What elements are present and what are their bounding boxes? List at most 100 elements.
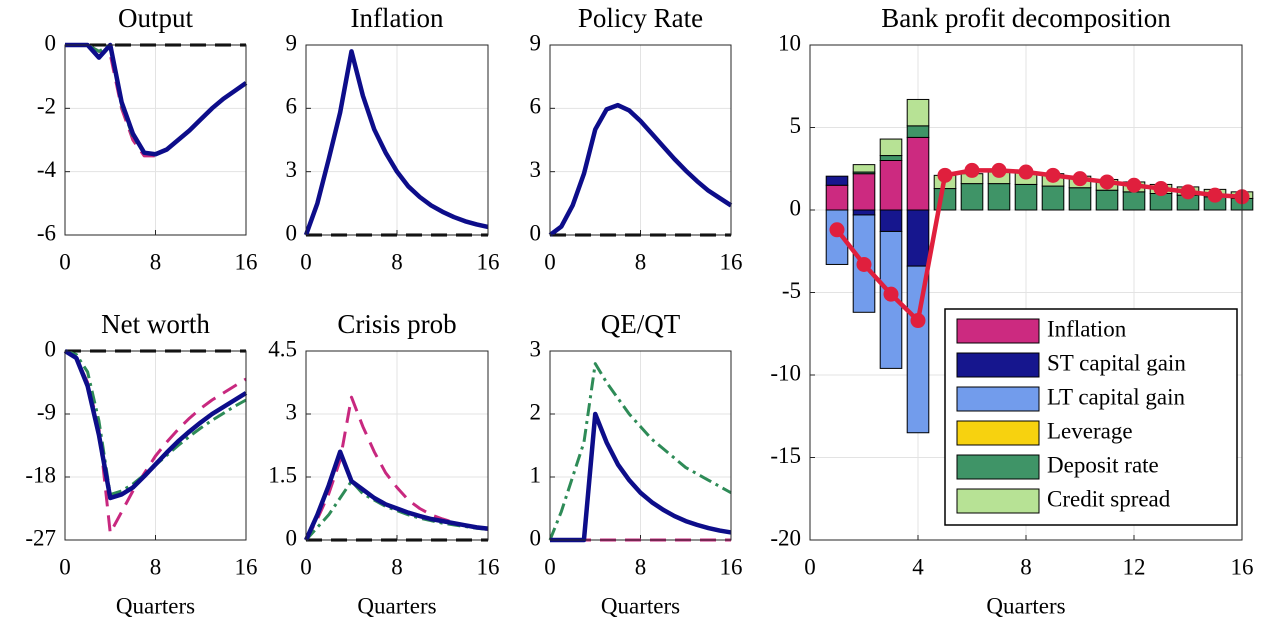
total-point: [1207, 187, 1223, 203]
x-tick-label: 0: [59, 554, 71, 579]
y-tick-label: -9: [37, 399, 56, 424]
panel: 0 8 16 0 1.5 3 4.5 Crisis prob Quarters: [268, 309, 499, 618]
x-axis-label: Quarters: [116, 593, 195, 618]
y-tick-label: 2: [530, 399, 542, 424]
series-line: [64, 349, 247, 535]
legend-swatch: [956, 488, 1040, 514]
total-point: [1180, 184, 1196, 200]
chart-title: Net worth: [101, 309, 210, 339]
y-tick-label: 0: [530, 525, 542, 550]
panel: 0 4 8 12 16 -20 -15 -10 -5 0 5 10 Bank profit decomp…: [770, 3, 1253, 618]
bar-segment: [879, 160, 903, 211]
y-tick-label: -10: [770, 360, 801, 385]
x-tick-label: 16: [720, 249, 743, 274]
y-tick-label: 0: [45, 30, 57, 55]
bar-segment: [879, 155, 903, 162]
x-tick-label: 16: [720, 554, 743, 579]
bar-segment: [906, 98, 930, 127]
legend-label: Leverage: [1047, 418, 1133, 443]
total-point: [1018, 164, 1034, 180]
y-tick-label: -20: [770, 525, 801, 550]
x-tick-label: 4: [912, 554, 924, 579]
bar-segment: [1122, 191, 1146, 211]
total-point: [829, 222, 845, 238]
x-tick-label: 0: [544, 554, 556, 579]
x-tick-label: 0: [544, 249, 556, 274]
y-tick-label: -4: [37, 157, 57, 182]
bar-segment: [987, 183, 1011, 211]
x-tick-label: 8: [391, 249, 403, 274]
y-tick-label: 1: [530, 462, 542, 487]
series-line: [63, 349, 248, 501]
total-point: [1099, 174, 1115, 190]
x-tick-label: 8: [150, 554, 162, 579]
x-tick-label: 8: [635, 554, 647, 579]
x-tick-label: 0: [300, 554, 312, 579]
total-point: [991, 162, 1007, 178]
y-tick-label: 4.5: [268, 336, 297, 361]
bar-segment: [852, 209, 876, 216]
bar-segment: [1095, 189, 1119, 211]
bar-segment: [879, 209, 903, 232]
plot-frame: [64, 44, 247, 236]
x-tick-label: 16: [235, 554, 258, 579]
chart-title: Policy Rate: [578, 3, 703, 33]
x-axis-label: Quarters: [357, 593, 436, 618]
legend-label: ST capital gain: [1047, 350, 1186, 375]
series-line: [548, 362, 732, 541]
bar-segment: [852, 173, 876, 211]
bar-segment: [1068, 187, 1092, 211]
y-tick-label: -18: [25, 462, 56, 487]
legend-swatch: [956, 318, 1040, 344]
legend-label: Inflation: [1047, 316, 1127, 341]
y-tick-label: 6: [530, 94, 542, 119]
y-tick-label: 3: [286, 399, 298, 424]
plot-frame: [549, 350, 732, 541]
y-tick-label: 6: [286, 94, 298, 119]
panel: 0 8 16 -6 -4 -2 0 Output: [37, 3, 258, 274]
y-tick-label: 0: [790, 195, 802, 220]
x-tick-label: 8: [635, 249, 647, 274]
x-tick-label: 16: [1231, 554, 1254, 579]
plot-frame: [809, 44, 1243, 541]
legend-label: Credit spread: [1047, 486, 1171, 511]
panel: 0 8 16 0 1 2 3 QE/QT Quarters: [530, 309, 743, 618]
legend-swatch: [956, 386, 1040, 412]
y-tick-label: -15: [770, 443, 801, 468]
x-tick-label: 16: [235, 249, 258, 274]
chart-title: Bank profit decomposition: [881, 3, 1171, 33]
panel: 0 8 16 -27 -18 -9 0 Net worth Quarters: [25, 309, 257, 618]
panel: 0 8 16 0 3 6 9 Inflation: [286, 3, 500, 274]
x-tick-label: 8: [150, 249, 162, 274]
y-tick-label: 0: [530, 220, 542, 245]
series-line: [65, 42, 248, 157]
total-point: [856, 256, 872, 272]
plot-frame: [305, 350, 489, 541]
series-line: [548, 102, 733, 237]
bar-segment: [906, 265, 930, 434]
legend-swatch: [956, 420, 1040, 446]
x-tick-label: 16: [477, 249, 500, 274]
y-tick-label: 3: [530, 336, 542, 361]
x-axis-label: Quarters: [601, 593, 680, 618]
chart-title: Output: [118, 3, 194, 33]
y-tick-label: -6: [37, 220, 56, 245]
x-tick-label: 8: [1020, 554, 1032, 579]
chart-title: Crisis prob: [337, 309, 456, 339]
series-line: [303, 449, 489, 541]
plot-frame: [64, 350, 247, 541]
total-line: [835, 168, 1243, 326]
legend-label: Deposit rate: [1047, 452, 1159, 477]
y-tick-label: 5: [790, 113, 802, 138]
total-point: [1045, 167, 1061, 183]
x-tick-label: 0: [59, 249, 71, 274]
bar-segment: [852, 164, 876, 173]
y-tick-label: 0: [45, 336, 57, 361]
bar-segment: [879, 138, 903, 157]
x-tick-label: 0: [804, 554, 816, 579]
x-tick-label: 12: [1123, 554, 1146, 579]
y-tick-label: 3: [286, 157, 298, 182]
plot-frame: [549, 44, 732, 236]
series-line: [303, 49, 489, 236]
